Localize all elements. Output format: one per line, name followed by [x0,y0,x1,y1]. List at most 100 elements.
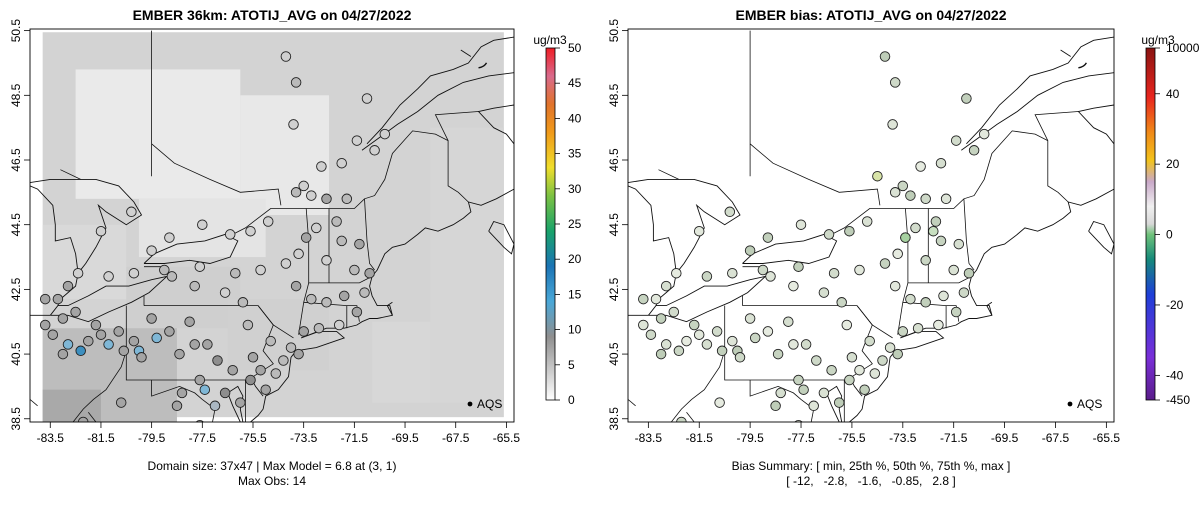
bias-point [688,319,700,331]
bias-point [655,348,667,360]
bias-point [920,193,931,205]
bias-point [744,245,756,256]
bias-point [818,287,830,298]
x-tick-label: -83.5 [635,431,663,445]
left-map-panel: -83.5 -81.5 -79.5 -77.5 -75.5 -73.5 -71.5 -69.5… [9,19,521,445]
bias-point [854,364,865,376]
observation-point [62,280,74,292]
coastline [460,49,472,57]
observation-point [321,297,332,308]
left-colorbar [545,47,556,401]
bias-point [650,293,662,305]
state-border [1034,111,1079,141]
observation-point [260,384,271,395]
x-tick-label: -69.5 [991,431,1019,445]
bias-point [676,416,687,422]
colorbar-tick-label: 10000 [1166,41,1200,55]
colorbar-tick-label: 50 [568,41,582,55]
observation-point [255,364,266,376]
colorbar-tick-label: 25 [568,217,582,231]
colorbar-tick-label: -450 [1166,393,1190,407]
observation-point [245,374,256,386]
right-chart-title: EMBER bias: ATOTIJ_AVG on 04/27/2022 [735,7,1006,23]
x-tick-label: -81.5 [686,431,714,445]
observation-point [290,187,302,198]
colorbar-tick-label: 20 [1166,157,1180,171]
observation-point [151,332,162,344]
bias-point [775,387,786,399]
legend-marker [1067,401,1073,407]
bias-point [928,225,939,237]
bias-point [701,339,713,350]
coastline [628,178,741,275]
x-tick-label: -73.5 [290,431,318,445]
bias-point [727,335,738,347]
bias-point [889,187,901,198]
colorbar-tick-label: 35 [568,147,582,161]
observation-point [290,77,302,88]
bias-point [716,345,728,357]
observation-point [164,326,175,337]
bias-point [950,135,962,146]
colorbar-tick-label: 20 [568,252,582,266]
observation-point [351,135,363,146]
observation-point [197,219,208,230]
observation-point [290,280,302,292]
observation-point [219,387,231,399]
y-tick-label: 50.5 [607,19,621,43]
observation-point [298,180,309,192]
bias-point [783,316,794,327]
observation-point [115,397,127,408]
bias-point [961,93,972,104]
x-tick-label: -71.5 [341,431,369,445]
state-border [232,130,469,235]
bias-point [660,280,672,292]
x-tick-label: -75.5 [838,431,866,445]
state-border [125,305,246,422]
observation-point [293,348,304,360]
bias-point [905,293,916,305]
bias-point [940,193,952,205]
bias-point [910,222,921,234]
state-border [686,412,695,422]
observation-point [351,306,363,318]
coastline [49,275,169,323]
colorbar-tick-label: 30 [568,182,582,196]
coastline [366,36,514,145]
observation-point [103,271,114,282]
observation-point [146,313,157,324]
observation-point [194,261,206,272]
bias-point [711,326,723,337]
bias-point [854,264,865,276]
y-tick-label: 38.5 [9,407,23,431]
state-border [905,208,909,283]
x-tick-label: -69.5 [391,431,419,445]
state-border [658,169,680,180]
y-tick-label: 48.5 [607,83,621,107]
observation-point [341,193,353,205]
bias-point [920,297,931,308]
y-tick-label: 44.5 [607,213,621,237]
observation-point [47,329,59,340]
bias-point [968,145,980,156]
state-border [831,130,1069,235]
state-border [963,198,975,271]
bias-point [793,374,804,386]
bias-point [818,387,830,399]
observation-point [62,339,74,350]
x-tick-label: -65.5 [493,431,521,445]
observation-point [230,267,241,279]
bias-point [823,229,835,240]
bias-point [963,267,975,279]
observation-point [159,264,170,276]
bias-point [668,306,680,318]
coastline [30,178,143,275]
bias-point [859,384,870,395]
bias-point [889,280,901,292]
observation-point [146,245,157,256]
observation-point [242,319,254,331]
bias-point [884,342,896,353]
state-border [364,198,375,271]
observation-point [336,157,347,169]
bias-point [788,280,799,292]
